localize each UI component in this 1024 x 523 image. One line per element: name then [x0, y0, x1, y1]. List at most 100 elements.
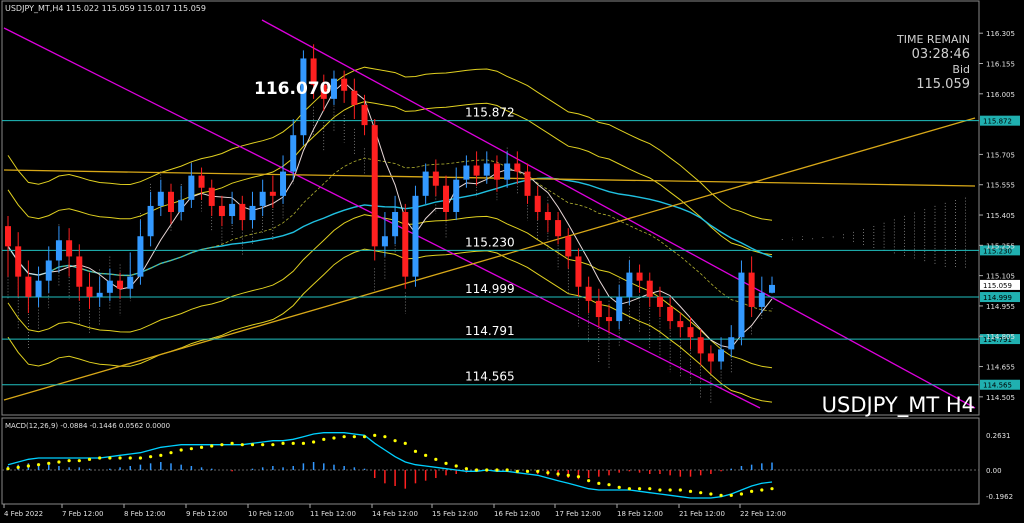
macd-signal-dot	[760, 488, 764, 492]
macd-signal-dot	[688, 489, 693, 493]
macd-signal-dot	[739, 492, 744, 496]
macd-panel	[1, 417, 980, 505]
price-tick-label: 115.255	[986, 242, 1015, 250]
price-level-tag	[980, 334, 1020, 345]
candle-body	[249, 205, 256, 221]
macd-signal-dot	[383, 435, 387, 439]
candle-body	[259, 191, 266, 206]
macd-signal-dot	[444, 461, 448, 465]
current-price-tag	[980, 279, 1020, 290]
price-level-tag-text: 114.999	[983, 294, 1012, 302]
time-remain-label: TIME REMAIN	[896, 33, 970, 46]
macd-signal-dot	[719, 493, 723, 497]
macd-signal-dot	[474, 468, 479, 472]
price-level-tag-text: 114.791	[983, 336, 1012, 344]
bid-label: Bid	[952, 63, 970, 76]
macd-signal-dot	[67, 459, 71, 463]
candle-body	[229, 203, 236, 217]
candle-body	[636, 272, 643, 281]
moving-average-mid	[7, 157, 773, 312]
macd-signal-dot	[169, 451, 173, 455]
macd-signal-dot	[138, 456, 143, 460]
candle-body	[76, 256, 83, 287]
price-level-tag-text: 115.872	[983, 118, 1012, 126]
macd-signal-dot	[26, 464, 30, 468]
macd-signal-dot	[403, 441, 407, 445]
macd-signal-dot	[536, 469, 540, 473]
macd-signal-dot	[515, 469, 519, 473]
macd-signal-dot	[556, 472, 560, 476]
macd-signal-dot	[36, 463, 41, 467]
macd-signal-dot	[77, 459, 81, 463]
candle-body	[5, 226, 11, 247]
macd-signal-dot	[342, 435, 346, 439]
candle-body	[66, 240, 73, 257]
time-tick-label: 8 Feb 12:00	[124, 510, 165, 518]
bollinger-band	[7, 248, 773, 403]
macd-signal-dot	[546, 471, 550, 475]
candle-body	[45, 260, 52, 281]
macd-signal-dot	[250, 443, 255, 447]
macd-signal-dot	[648, 487, 652, 491]
price-level-tag	[980, 292, 1020, 303]
macd-signal-dot	[505, 468, 509, 472]
price-level-tag	[980, 245, 1020, 256]
macd-tick-label: 0.00	[986, 467, 1002, 475]
macd-signal-dot	[108, 456, 112, 460]
macd-signal-dot	[220, 443, 224, 447]
ohlc-readout: 115.022 115.059 115.017 115.059	[66, 4, 206, 13]
candle-body	[25, 276, 32, 297]
macd-signal-dot	[637, 487, 642, 491]
macd-signal-dot	[352, 435, 356, 439]
macd-signal-dot	[597, 481, 601, 485]
macd-signal-dot	[699, 491, 703, 495]
candle-body	[412, 195, 419, 277]
candle-body	[738, 272, 745, 338]
macd-signal-dot	[87, 457, 92, 461]
macd-signal-dot	[587, 479, 591, 483]
candle-body	[15, 246, 22, 277]
macd-signal-dot	[485, 468, 489, 472]
bid-value: 115.059	[916, 77, 970, 92]
candle-body	[290, 135, 297, 172]
symbol-label: USDJPY_MT H4	[822, 393, 975, 418]
candle-body	[300, 58, 307, 136]
candle-body	[157, 191, 164, 206]
candle-body	[402, 211, 409, 277]
candle-body	[555, 220, 562, 237]
macd-signal-dot	[98, 456, 102, 460]
macd-signal-dot	[179, 448, 183, 452]
bollinger-band	[7, 66, 773, 221]
channel-lower-line	[3, 27, 761, 409]
candle-body	[341, 78, 348, 91]
macd-signal-dot	[118, 456, 122, 460]
candle-body	[330, 78, 337, 99]
candle-body	[534, 195, 541, 212]
macd-signal-dot	[709, 492, 713, 496]
price-tick-label: 114.655	[986, 364, 1015, 372]
price-tick-label: 114.955	[986, 303, 1015, 311]
price-level-tag-text: 115.230	[983, 247, 1012, 255]
candle-body	[626, 272, 633, 297]
time-tick-label: 16 Feb 12:00	[494, 510, 540, 518]
price-level-tag	[980, 379, 1020, 390]
macd-signal-dot	[16, 465, 20, 469]
macd-signal-dot	[393, 439, 397, 443]
candle-body	[381, 236, 388, 247]
bollinger-band	[7, 101, 773, 256]
candle-body	[718, 349, 725, 362]
macd-signal-dot	[57, 460, 61, 464]
macd-signal-dot	[362, 435, 367, 439]
macd-signal-dot	[189, 447, 193, 451]
price-tick-label: 114.505	[986, 394, 1015, 402]
candle-body	[147, 205, 154, 237]
candle-body	[575, 256, 582, 287]
candle-body	[697, 337, 704, 354]
macd-signal-dot	[617, 485, 621, 489]
current-price-tag-text: 115.059	[983, 282, 1012, 290]
price-level-tag-text: 114.565	[983, 382, 1012, 390]
candle-body	[514, 163, 521, 172]
macd-signal-dot	[454, 464, 458, 468]
